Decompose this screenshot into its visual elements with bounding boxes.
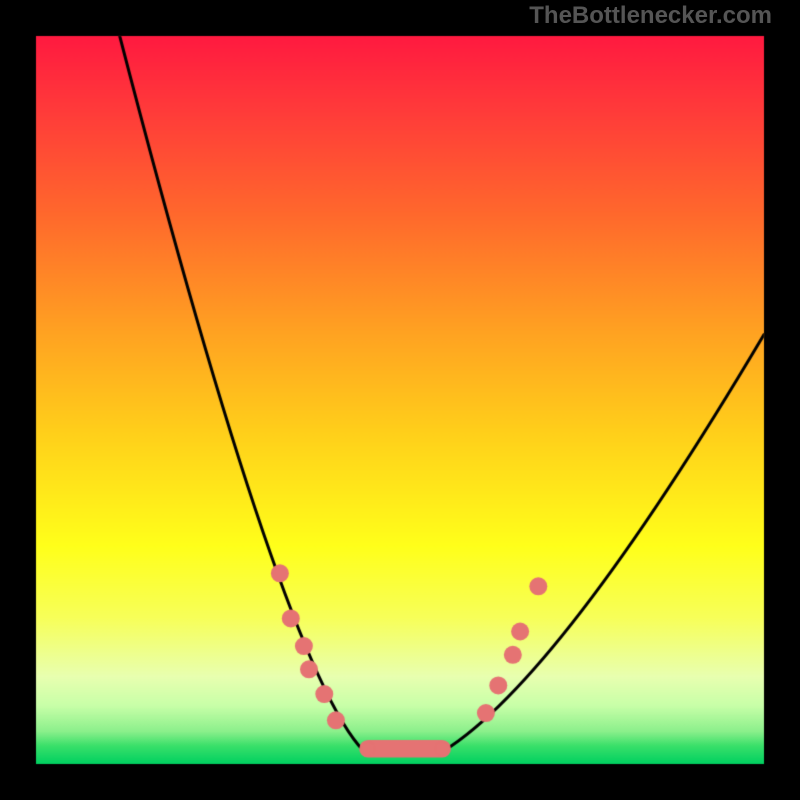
curve-and-markers-canvas [0,0,800,800]
watermark-label: TheBottlenecker.com [529,2,772,30]
chart-stage: TheBottlenecker.com [0,0,800,800]
